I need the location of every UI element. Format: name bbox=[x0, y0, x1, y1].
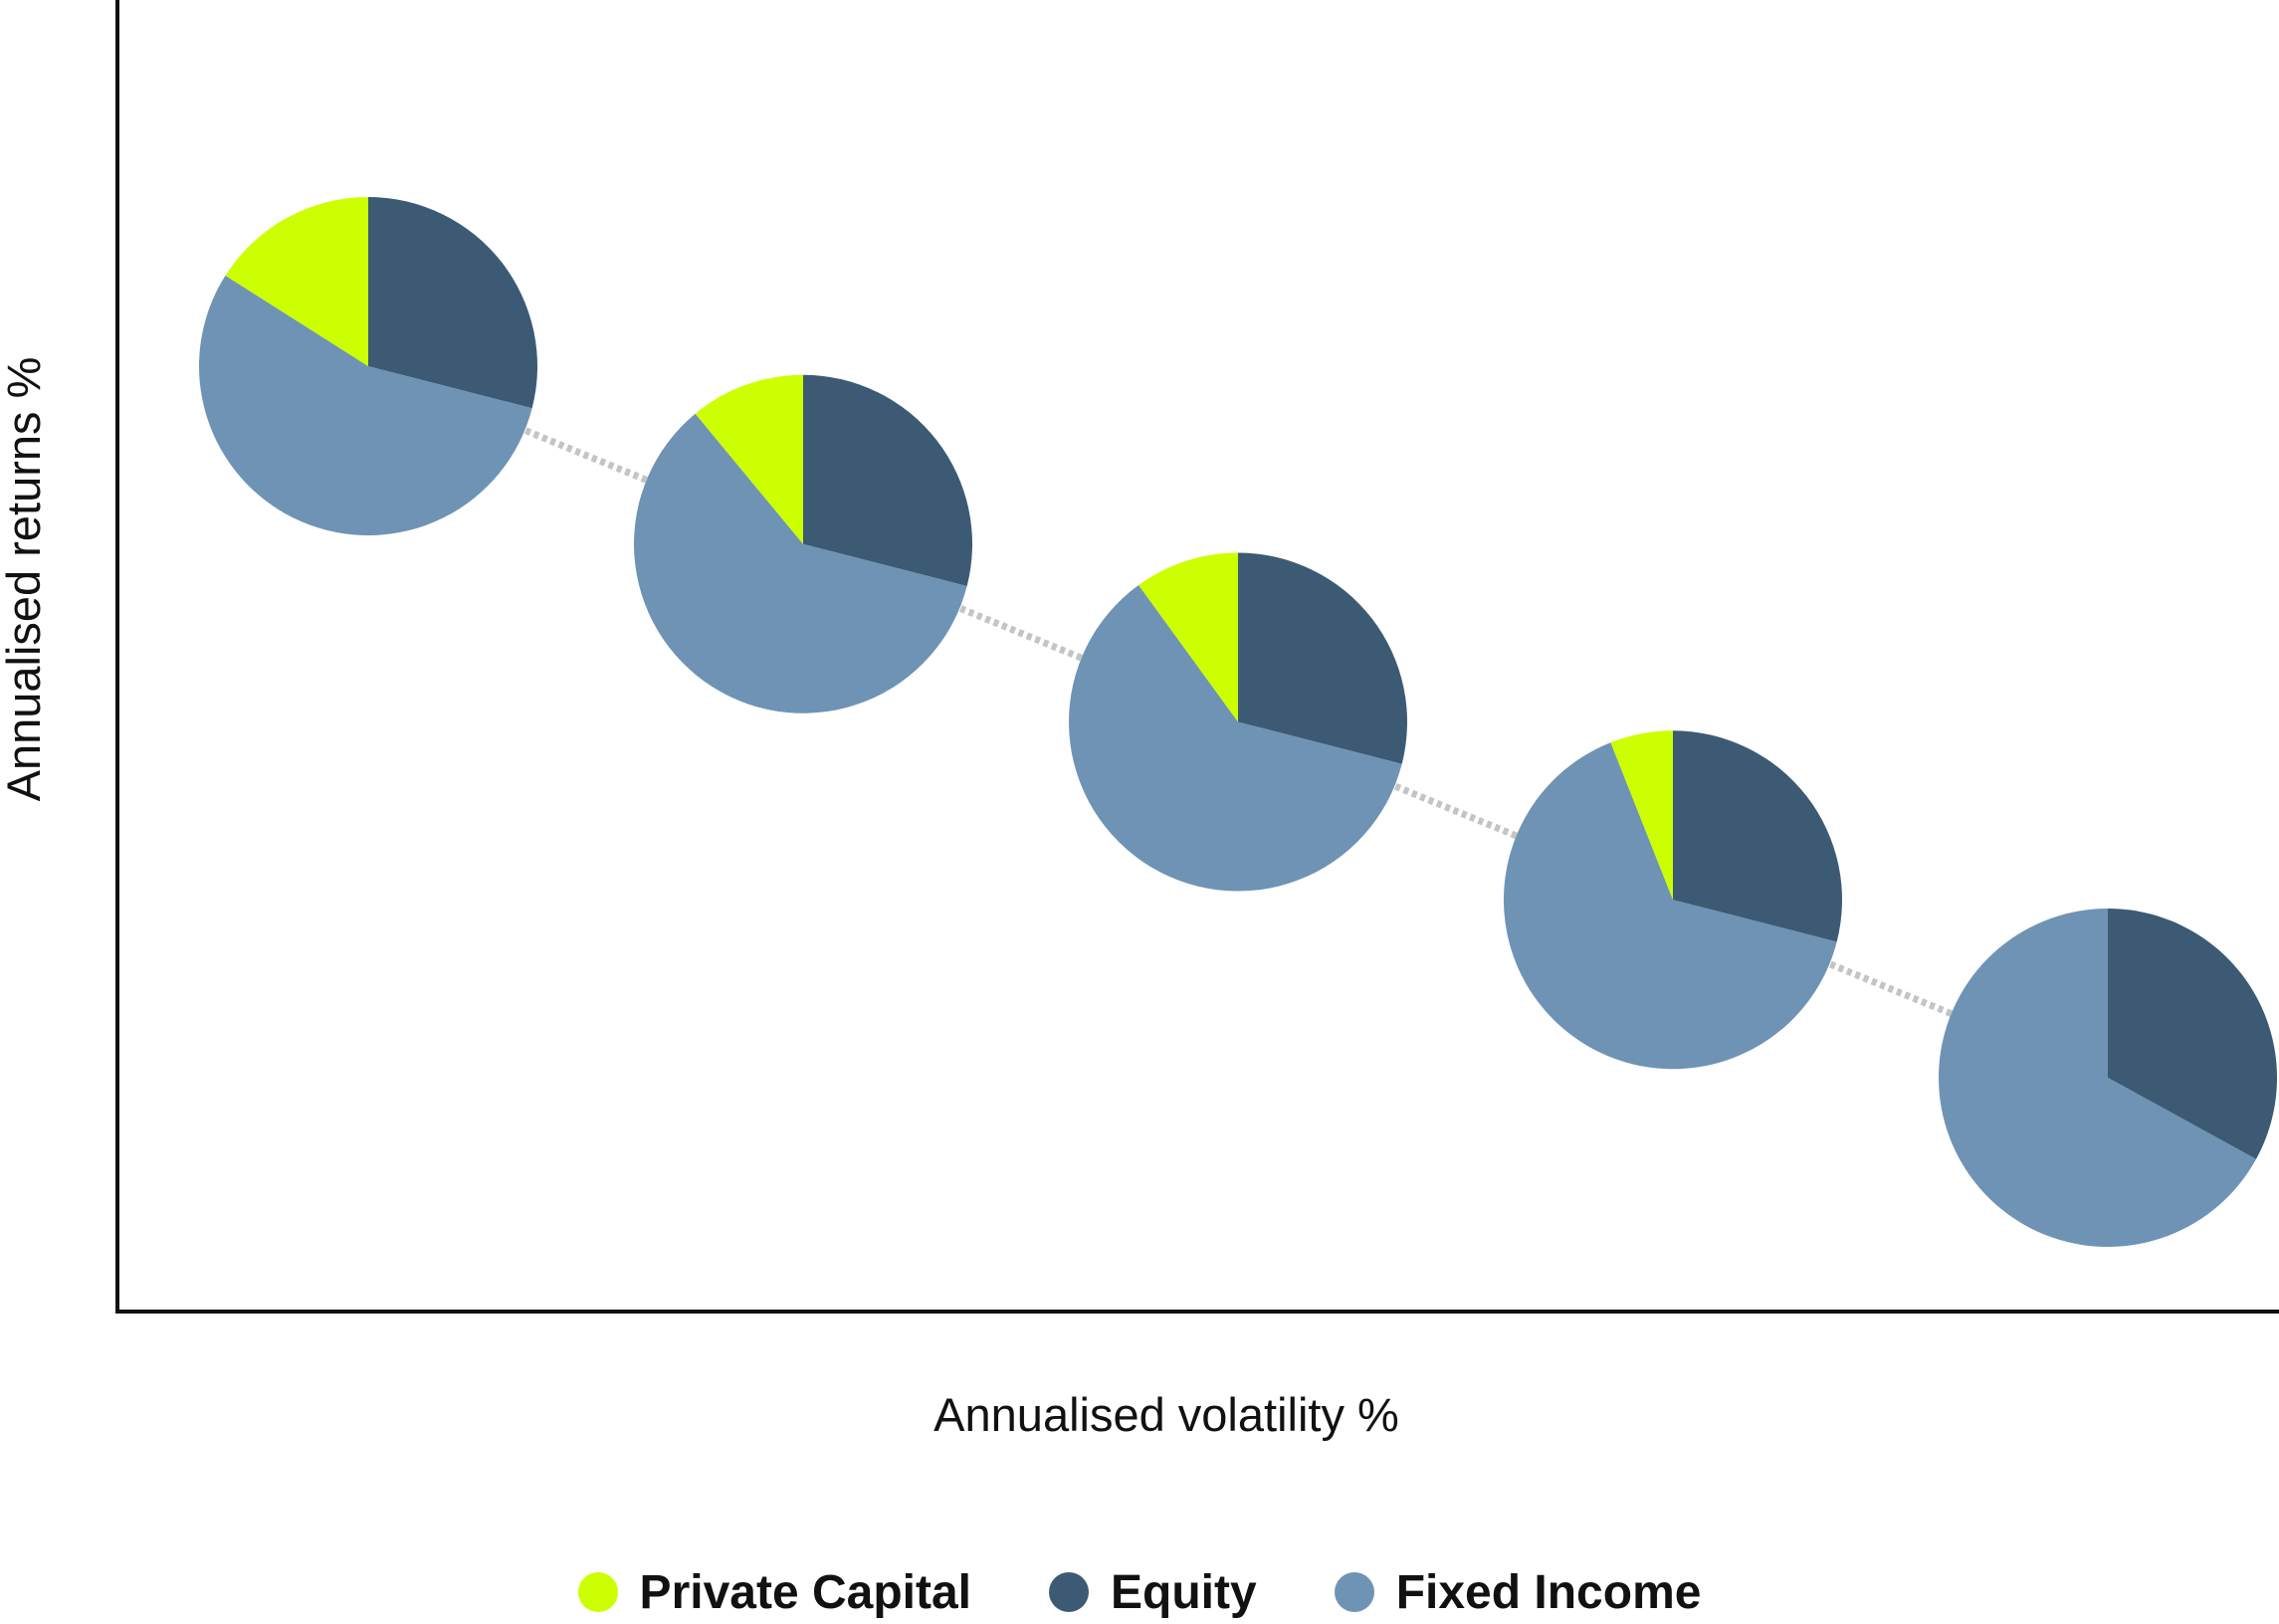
legend: Private Capital Equity Fixed Income bbox=[0, 1560, 2279, 1624]
legend-label-private-capital: Private Capital bbox=[639, 1565, 972, 1619]
pie-slice-fixed-income bbox=[1504, 742, 1837, 1070]
trend-connector bbox=[1236, 718, 1675, 904]
pie-slice-private-capital bbox=[225, 197, 368, 366]
trend-connector bbox=[801, 540, 1240, 725]
trend-connector bbox=[366, 362, 805, 547]
legend-item-fixed-income: Fixed Income bbox=[1334, 1565, 1702, 1620]
pie-point bbox=[198, 197, 537, 536]
trend-connector bbox=[1671, 897, 2110, 1082]
pie-slice-private-capital bbox=[695, 374, 803, 544]
legend-swatch-fixed-income bbox=[1334, 1572, 1374, 1612]
legend-label-equity: Equity bbox=[1111, 1565, 1257, 1619]
pie-slice-fixed-income bbox=[198, 275, 532, 536]
y-axis-title: Annualised returns % bbox=[0, 357, 50, 802]
pie-slice-equity bbox=[368, 197, 537, 409]
legend-item-private-capital: Private Capital bbox=[577, 1565, 972, 1620]
pie-layer bbox=[198, 197, 2277, 1248]
pie-point bbox=[634, 374, 972, 713]
x-axis-title: Annualised volatility % bbox=[933, 1388, 1399, 1441]
pie-slice-equity bbox=[803, 374, 972, 587]
pie-slice-equity bbox=[2108, 909, 2277, 1159]
pie-slice-private-capital bbox=[1139, 552, 1238, 722]
legend-swatch-equity bbox=[1049, 1572, 1090, 1612]
pie-slice-equity bbox=[1238, 552, 1408, 764]
pie-point bbox=[1939, 909, 2277, 1248]
pie-slice-fixed-income bbox=[634, 413, 967, 713]
pie-slice-fixed-income bbox=[1069, 584, 1402, 892]
pie-slice-private-capital bbox=[1610, 730, 1673, 901]
pie-slice-equity bbox=[1673, 730, 1843, 942]
legend-label-fixed-income: Fixed Income bbox=[1395, 1565, 1702, 1619]
connector-layer bbox=[366, 362, 2110, 1082]
pie-point bbox=[1504, 730, 1843, 1070]
legend-swatch-private-capital bbox=[577, 1572, 618, 1612]
legend-item-equity: Equity bbox=[1049, 1565, 1257, 1620]
pie-slice-fixed-income bbox=[1939, 909, 2256, 1248]
pie-point bbox=[1069, 552, 1408, 892]
